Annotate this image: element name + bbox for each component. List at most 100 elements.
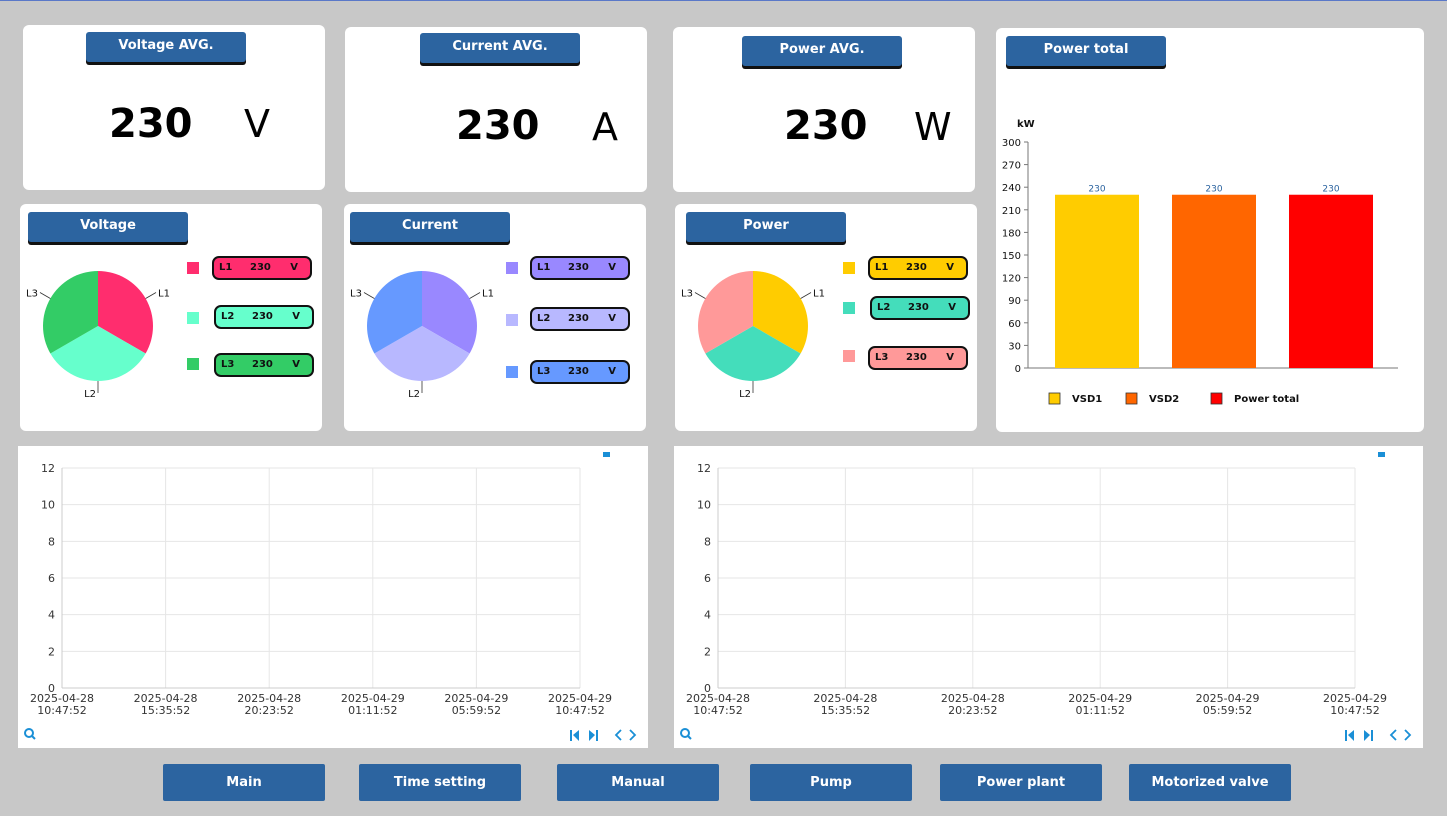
trend-x-tick-date: 2025-04-28 xyxy=(686,692,750,705)
pill-value: 230 xyxy=(252,359,273,370)
trend-y-tick-label: 8 xyxy=(704,535,711,548)
pill-value: 230 xyxy=(568,313,589,324)
power-total-title[interactable]: Power total xyxy=(1006,36,1166,66)
trend-y-tick-label: 12 xyxy=(697,462,711,475)
trend-chart-panel-left: 0 2 4 6 8 10 12 2025-04-28 10:47:52 2025-04-28 15:… xyxy=(18,446,648,748)
current-phase-title[interactable]: Current xyxy=(350,212,510,242)
trend-x-tick-time: 15:35:52 xyxy=(821,704,870,717)
trend-y-tick-label: 10 xyxy=(697,499,711,512)
trend-chart-right: 0246810122025-04-2810:47:522025-04-2815:… xyxy=(680,452,1412,741)
pie-slice-l1 xyxy=(98,271,153,354)
pie-slice-l2 xyxy=(374,326,470,381)
voltage-pill-l2: L2 230 V xyxy=(214,305,314,329)
power-phase-title[interactable]: Power xyxy=(686,212,846,242)
pill-unit: V xyxy=(292,311,300,322)
pie-slice-l3 xyxy=(698,271,753,354)
pill-unit: V xyxy=(948,302,956,313)
skip-last-icon[interactable] xyxy=(589,730,598,741)
chevron-left-icon[interactable] xyxy=(1389,729,1397,741)
nav-manual-button[interactable]: Manual xyxy=(557,764,719,801)
voltage-avg-value: 230 xyxy=(109,101,193,147)
pie-leader-line xyxy=(145,292,157,299)
bar-y-tick-label: 30 xyxy=(1008,341,1021,352)
current-legend-l3 xyxy=(506,366,518,378)
pie-label-l2: L2 xyxy=(408,389,420,400)
pill-value: 230 xyxy=(906,262,927,273)
pill-label: L2 xyxy=(221,311,235,322)
pie-label-l3: L3 xyxy=(681,289,693,300)
trend-x-tick-date: 2025-04-28 xyxy=(30,692,94,705)
power-avg-unit: W xyxy=(914,105,952,149)
trend-y-tick-label: 6 xyxy=(48,572,55,585)
pie-label-l1: L1 xyxy=(813,289,825,300)
chevron-right-icon[interactable] xyxy=(629,729,637,741)
bar-y-tick-label: 150 xyxy=(1002,251,1021,262)
power-avg-title[interactable]: Power AVG. xyxy=(742,36,902,66)
current-legend-l1 xyxy=(506,262,518,274)
trend-x-tick-time: 20:23:52 xyxy=(244,704,293,717)
nav-motorized-valve-button[interactable]: Motorized valve xyxy=(1129,764,1291,801)
skip-first-icon[interactable] xyxy=(570,730,579,741)
trend-x-tick-time: 10:47:52 xyxy=(693,704,742,717)
trend-y-tick-label: 4 xyxy=(704,609,711,622)
nav-power-plant-button[interactable]: Power plant xyxy=(940,764,1102,801)
trend-y-tick-label: 12 xyxy=(41,462,55,475)
trend-x-tick-date: 2025-04-29 xyxy=(1068,692,1132,705)
trend-y-tick-label: 0 xyxy=(48,682,55,695)
current-avg-unit: A xyxy=(592,105,618,149)
skip-first-icon[interactable] xyxy=(1345,730,1354,741)
power-avg-value: 230 xyxy=(784,103,868,149)
voltage-avg-title[interactable]: Voltage AVG. xyxy=(86,32,246,62)
voltage-pill-l1: L1 230 V xyxy=(212,256,312,280)
zoom-search-icon[interactable] xyxy=(680,728,692,740)
trend-chart-left: 0246810122025-04-2810:47:522025-04-2815:… xyxy=(24,452,637,741)
trend-x-tick-date: 2025-04-29 xyxy=(1196,692,1260,705)
pill-unit: V xyxy=(608,313,616,324)
pill-label: L1 xyxy=(219,262,233,273)
bar-y-tick-label: 0 xyxy=(1015,364,1021,375)
pill-unit: V xyxy=(608,262,616,273)
pie-slice-l1 xyxy=(422,271,477,354)
bar-legend-swatch xyxy=(1048,392,1061,405)
power-pill-l3: L3 230 V xyxy=(868,346,968,370)
trend-legend-marker xyxy=(603,452,610,457)
trend-x-tick-date: 2025-04-29 xyxy=(1323,692,1387,705)
current-avg-title[interactable]: Current AVG. xyxy=(420,33,580,63)
pill-unit: V xyxy=(290,262,298,273)
pie-leader-line xyxy=(39,292,51,299)
pill-value: 230 xyxy=(908,302,929,313)
nav-main-button[interactable]: Main xyxy=(163,764,325,801)
chevron-left-icon[interactable] xyxy=(614,729,622,741)
pill-label: L3 xyxy=(875,352,889,363)
trend-x-tick-date: 2025-04-28 xyxy=(237,692,301,705)
pill-unit: V xyxy=(608,366,616,377)
power-legend-l3 xyxy=(843,350,855,362)
zoom-search-icon[interactable] xyxy=(24,728,36,740)
trend-y-tick-label: 0 xyxy=(704,682,711,695)
pill-value: 230 xyxy=(568,262,589,273)
voltage-phase-title[interactable]: Voltage xyxy=(28,212,188,242)
pie-label-l1: L1 xyxy=(158,289,170,300)
chevron-right-icon[interactable] xyxy=(1404,729,1412,741)
trend-y-tick-label: 8 xyxy=(48,535,55,548)
bar-y-tick-label: 300 xyxy=(1002,138,1021,149)
power-legend-l1 xyxy=(843,262,855,274)
nav-pump-button[interactable]: Pump xyxy=(750,764,912,801)
pill-value: 230 xyxy=(906,352,927,363)
trend-x-tick-date: 2025-04-28 xyxy=(813,692,877,705)
current-legend-l2 xyxy=(506,314,518,326)
trend-legend-marker xyxy=(1378,452,1385,457)
trend-y-tick-label: 2 xyxy=(704,645,711,658)
power-total-card: Power total kW 0 30 60 90 120 150 180 210 240 270 3… xyxy=(996,28,1424,432)
current-pill-l3: L3 230 V xyxy=(530,360,630,384)
power-avg-card: Power AVG. 230 W xyxy=(673,27,975,192)
pie-slice-l2 xyxy=(50,326,146,381)
bar-y-tick-label: 270 xyxy=(1002,161,1021,172)
voltage-pill-l3: L3 230 V xyxy=(214,353,314,377)
current-pie-chart: L1 L2 L3 xyxy=(350,271,494,400)
nav-time-setting-button[interactable]: Time setting xyxy=(359,764,521,801)
skip-last-icon[interactable] xyxy=(1364,730,1373,741)
pill-unit: V xyxy=(946,262,954,273)
current-avg-value: 230 xyxy=(456,103,540,149)
current-pill-l1: L1 230 V xyxy=(530,256,630,280)
